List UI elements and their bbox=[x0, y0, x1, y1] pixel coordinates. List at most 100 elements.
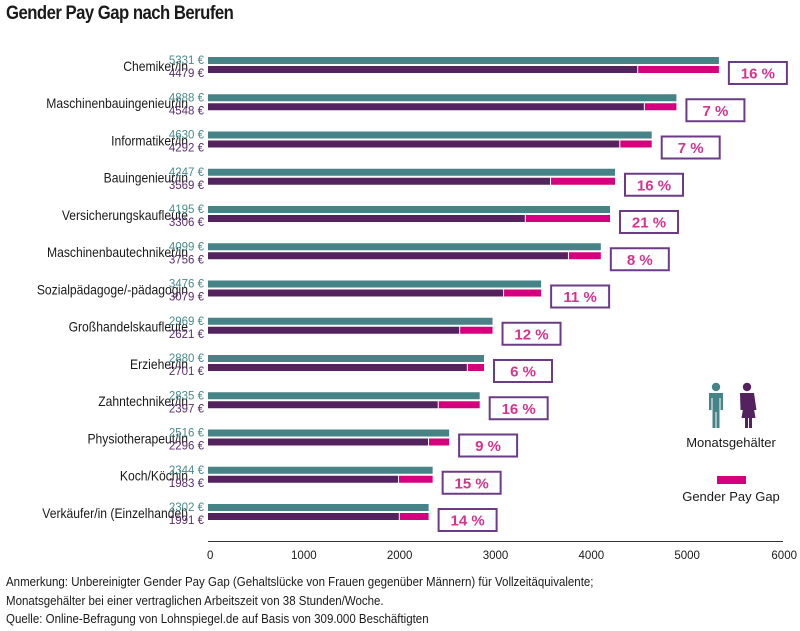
gap-bar bbox=[399, 513, 429, 520]
gap-percent-label: 16 % bbox=[637, 177, 671, 194]
female-salary-bar bbox=[208, 215, 525, 222]
x-axis: 0 1000 2000 3000 4000 5000 6000 bbox=[207, 541, 797, 562]
male-salary-bar bbox=[208, 131, 652, 139]
male-salary-bar bbox=[208, 392, 480, 400]
category-label: Maschinenbautechniker/in bbox=[47, 245, 188, 261]
gap-percent-box bbox=[488, 396, 549, 421]
x-tick-label: 4000 bbox=[579, 550, 605, 562]
gap-percent-label: 16 % bbox=[502, 401, 536, 418]
male-salary-bar bbox=[208, 466, 433, 474]
gap-bar bbox=[568, 252, 601, 260]
gap-percent-box bbox=[624, 172, 685, 197]
gap-percent-box bbox=[609, 247, 670, 272]
category-label: Großhandelskaufleute bbox=[69, 319, 188, 335]
gap-bar bbox=[467, 364, 484, 371]
male-salary-bar bbox=[208, 168, 616, 176]
female-value-label: 3569 € bbox=[169, 180, 205, 192]
gap-bar bbox=[399, 475, 433, 483]
x-tick-label: 5000 bbox=[674, 550, 700, 562]
legend: Monatsgehälter Gender Pay Gap bbox=[682, 382, 780, 504]
gap-percent-label: 9 % bbox=[475, 438, 501, 455]
gap-percent-box bbox=[437, 508, 498, 532]
male-salary-bar bbox=[208, 280, 542, 288]
gap-bar bbox=[644, 103, 677, 111]
female-salary-bar bbox=[208, 326, 460, 334]
female-value-label: 4548 € bbox=[169, 105, 205, 117]
male-value-label: 2835 € bbox=[169, 390, 205, 402]
male-salary-bar bbox=[208, 206, 611, 213]
footnotes: Anmerkung: Unbereinigter Gender Pay Gap … bbox=[6, 573, 593, 629]
female-value-label: 3756 € bbox=[169, 254, 205, 266]
category-label: Erzieher/in bbox=[130, 356, 188, 372]
male-salary-bar bbox=[208, 504, 429, 511]
legend-salary-label: Monatsgehälter bbox=[686, 435, 776, 450]
male-value-label: 5331 € bbox=[169, 55, 205, 67]
male-value-label: 4247 € bbox=[169, 167, 205, 179]
gap-percent-box bbox=[727, 61, 788, 85]
gap-percent-label: 7 % bbox=[703, 103, 729, 120]
male-value-label: 4888 € bbox=[169, 92, 205, 104]
gap-percent-box bbox=[458, 433, 519, 458]
category-label: Maschinenbauingenieur/in bbox=[46, 96, 188, 112]
category-label: Bauingenieur/in bbox=[104, 170, 188, 186]
female-figure-icon bbox=[740, 382, 757, 428]
male-salary-bar bbox=[208, 94, 677, 102]
gap-bar bbox=[438, 401, 480, 409]
gap-percent-label: 12 % bbox=[514, 326, 548, 343]
female-salary-bar bbox=[208, 401, 438, 409]
female-salary-bar bbox=[208, 140, 620, 148]
male-value-label: 4195 € bbox=[169, 204, 205, 216]
male-value-label: 2880 € bbox=[169, 353, 205, 365]
female-value-label: 1991 € bbox=[169, 515, 205, 527]
legend-gap-swatch bbox=[717, 476, 746, 484]
category-label: Informatiker/in bbox=[111, 133, 188, 149]
male-value-label: 2302 € bbox=[169, 502, 205, 514]
footnote-source: Quelle: Online-Befragung von Lohnspiegel… bbox=[6, 612, 429, 626]
x-tick-label: 2000 bbox=[387, 550, 413, 562]
female-value-label: 2621 € bbox=[169, 329, 205, 341]
female-salary-bar bbox=[208, 103, 644, 111]
category-label: Physiotherapeut/in bbox=[87, 431, 188, 447]
male-value-label: 2969 € bbox=[169, 316, 205, 328]
female-salary-bar bbox=[208, 289, 504, 297]
gap-percent-box bbox=[493, 359, 553, 383]
female-value-label: 1983 € bbox=[169, 478, 205, 490]
gap-percent-label: 7 % bbox=[678, 140, 704, 157]
female-value-label: 2296 € bbox=[169, 441, 205, 453]
legend-gap-label: Gender Pay Gap bbox=[682, 489, 780, 504]
female-salary-bar bbox=[208, 177, 551, 185]
gap-percent-box bbox=[619, 210, 680, 234]
gap-percent-box bbox=[685, 98, 746, 123]
female-salary-bar bbox=[208, 475, 399, 483]
gap-percent-label: 6 % bbox=[510, 364, 536, 381]
male-value-label: 3476 € bbox=[169, 279, 205, 291]
gap-bar bbox=[638, 66, 719, 73]
male-value-label: 2516 € bbox=[169, 428, 205, 440]
male-salary-bar bbox=[208, 57, 719, 64]
gap-percent-label: 11 % bbox=[563, 289, 596, 306]
male-salary-bar bbox=[208, 355, 484, 362]
gap-bar bbox=[460, 326, 493, 334]
female-salary-bar bbox=[208, 66, 638, 73]
x-tick-label: 0 bbox=[207, 550, 213, 562]
female-value-label: 2397 € bbox=[169, 403, 205, 415]
male-salary-bar bbox=[208, 243, 601, 251]
female-value-label: 4479 € bbox=[169, 68, 205, 80]
footnote-annotation: Anmerkung: Unbereinigter Gender Pay Gap … bbox=[6, 575, 594, 589]
gap-percent-box bbox=[441, 470, 502, 495]
category-label: Chemiker/in bbox=[123, 58, 188, 74]
category-label: Verkäufer/in (Einzelhandel) bbox=[42, 505, 188, 521]
chart-title: Gender Pay Gap nach Berufen bbox=[6, 3, 234, 24]
female-salary-bar bbox=[208, 252, 568, 260]
gap-percent-label: 8 % bbox=[627, 252, 653, 269]
